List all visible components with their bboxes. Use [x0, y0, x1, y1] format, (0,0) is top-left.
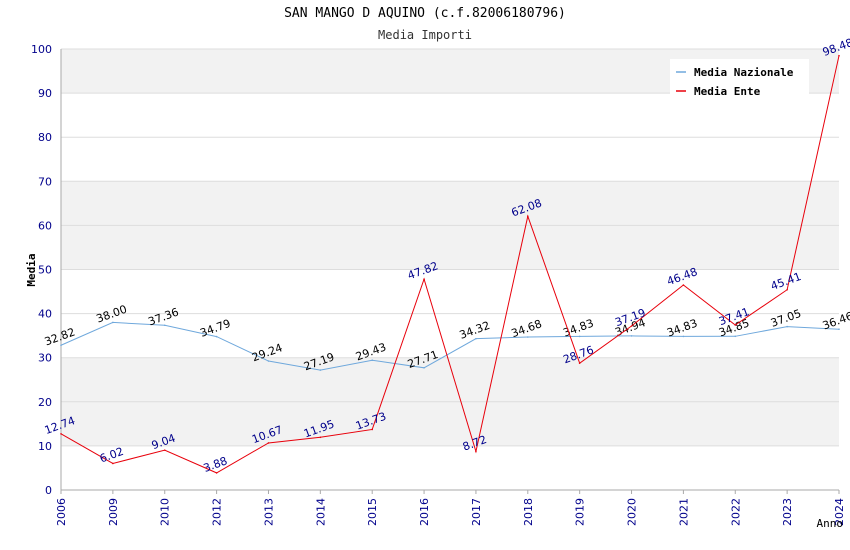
data-point [371, 359, 374, 362]
y-tick-label: 90 [38, 87, 52, 100]
data-point [60, 344, 62, 347]
grid-band [61, 225, 839, 270]
grid-band [61, 181, 839, 226]
y-tick-label: 20 [38, 396, 52, 409]
data-point [112, 462, 114, 465]
data-point [630, 335, 633, 337]
legend-label: Media Ente [694, 85, 761, 98]
x-tick-label: 2010 [159, 498, 172, 526]
x-tick-label: 2009 [107, 498, 120, 526]
data-point [267, 360, 270, 362]
x-tick-label: 2016 [418, 498, 431, 526]
y-tick-label: 100 [31, 43, 52, 56]
y-tick-label: 60 [38, 219, 52, 232]
grid-band [61, 401, 839, 446]
y-tick-label: 10 [38, 440, 52, 453]
data-label: 38.00 [95, 303, 129, 326]
chart-title: SAN MANGO D AQUINO (c.f.82006180796) [284, 6, 566, 21]
x-tick-label: 2020 [626, 498, 639, 526]
y-tick-label: 30 [38, 352, 52, 365]
x-tick-label: 2022 [729, 498, 742, 526]
x-tick-label: 2024 [833, 498, 846, 526]
data-point [734, 335, 737, 338]
x-tick-label: 2014 [314, 498, 327, 526]
data-point [163, 324, 166, 327]
data-point [215, 335, 218, 338]
data-point [215, 472, 218, 474]
series-line-media-nazionale [60, 321, 840, 371]
data-point [475, 450, 477, 453]
data-point [423, 366, 425, 369]
data-point [734, 324, 737, 326]
data-point [578, 362, 581, 364]
legend-label: Media Nazionale [694, 66, 794, 79]
y-tick-label: 40 [38, 308, 52, 321]
x-tick-label: 2006 [55, 498, 68, 526]
data-label: 45.41 [769, 270, 803, 293]
x-tick-label: 2017 [470, 498, 483, 526]
data-point [630, 325, 633, 327]
data-point [319, 436, 322, 439]
data-point [578, 335, 581, 338]
data-point [527, 215, 529, 218]
data-label: 3.88 [202, 454, 229, 475]
data-point [786, 325, 788, 328]
data-point [267, 442, 270, 444]
data-label: 32.82 [43, 325, 77, 348]
chart-subtitle: Media Importi [378, 28, 472, 42]
x-tick-label: 2015 [366, 498, 379, 526]
legend-box [670, 59, 809, 99]
data-point [682, 335, 685, 338]
series-line-media-ente [60, 55, 840, 474]
x-tick-label: 2012 [211, 498, 224, 526]
data-point [475, 337, 477, 340]
data-point [319, 369, 322, 371]
data-point [682, 284, 685, 286]
y-tick-label: 70 [38, 175, 52, 188]
data-point [838, 328, 840, 331]
data-point [60, 433, 62, 435]
x-tick-label: 2023 [781, 498, 794, 526]
data-point [112, 321, 114, 324]
data-point [527, 336, 529, 338]
y-axis-title: Media [25, 253, 38, 286]
x-tick-label: 2019 [574, 498, 587, 526]
data-point [423, 278, 425, 280]
x-axis-title: Anno [817, 517, 844, 530]
data-point [371, 428, 374, 431]
x-tick-label: 2013 [262, 498, 275, 526]
data-point [786, 288, 788, 291]
x-tick-label: 2018 [522, 498, 535, 526]
data-point [838, 54, 840, 57]
y-tick-label: 50 [38, 264, 52, 277]
data-point [163, 449, 166, 451]
x-tick-label: 2021 [677, 498, 690, 526]
y-tick-label: 80 [38, 131, 52, 144]
y-tick-label: 0 [45, 484, 52, 497]
